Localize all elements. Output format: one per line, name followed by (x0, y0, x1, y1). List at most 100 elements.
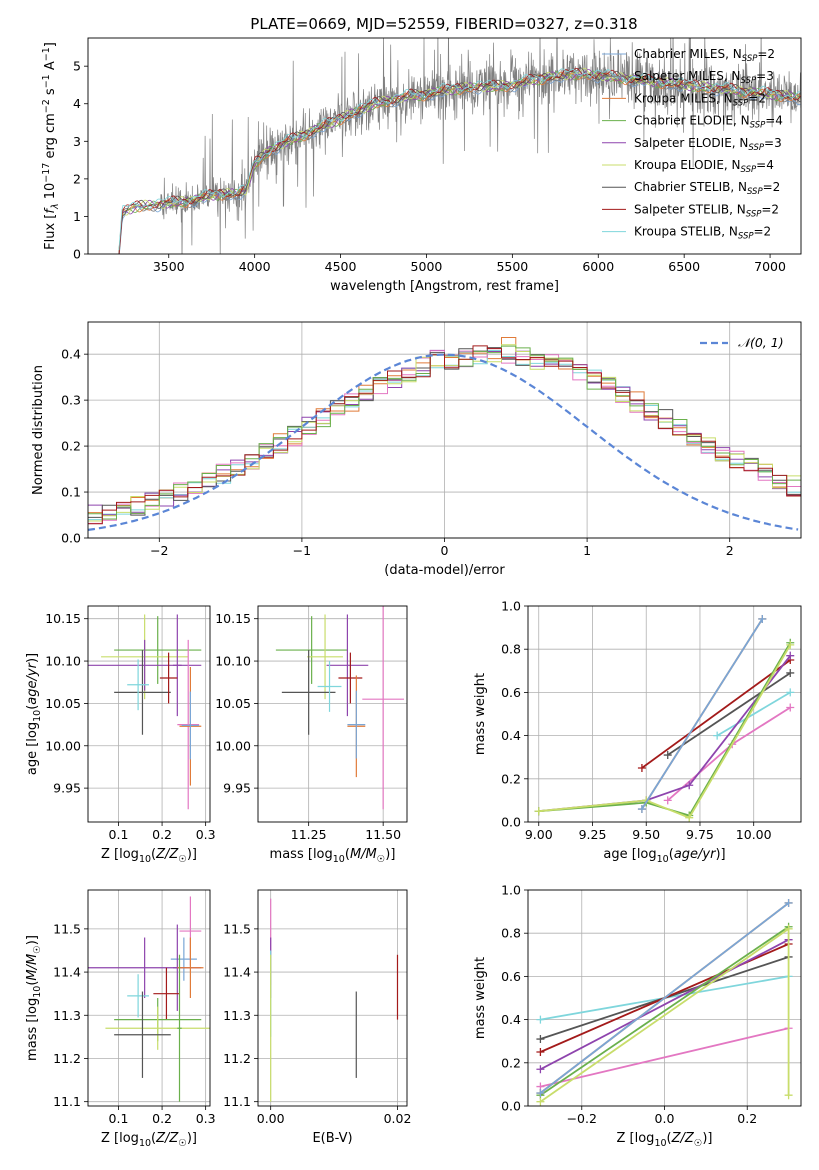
legend-label-suffix: =3 (756, 69, 774, 83)
label-part: ( (345, 847, 350, 862)
x-axis-label: Z [log10(Z/Z☉)] (101, 847, 197, 865)
x-axis-label: wavelength [Angstrom, rest frame] (330, 279, 559, 294)
panel-residuals: −2 −1 0 1 2 0.0 0.1 0.2 0.3 0.4 (data-model)/error… (31, 321, 802, 578)
errorbar-point (317, 661, 342, 712)
x-tick-label: 0.1 (109, 1111, 129, 1126)
weight-series-line (667, 672, 791, 756)
y-tick-label: 10.10 (215, 654, 251, 669)
spectrum-model-line (118, 68, 801, 251)
label-part: )] (25, 653, 40, 663)
label-part: A (43, 61, 58, 74)
label-part: ( (151, 847, 156, 862)
y-tick-label: 0.8 (501, 642, 521, 657)
y-tick-label: 11.5 (223, 921, 251, 936)
y-axis-label: Flux [fλ 10−17 erg cm−2 s−1 A−1] (41, 42, 61, 250)
legend-label: Kroupa ELODIE, NSSP=4 (634, 158, 774, 175)
weight-point-marker (685, 781, 694, 790)
spectrum-model-line (118, 69, 801, 254)
errorbar-point (177, 937, 204, 998)
legend-label-suffix: =2 (754, 225, 772, 239)
label-part: log (25, 722, 40, 742)
legend-label: Chabrier ELODIE, NSSP=4 (634, 114, 783, 131)
weight-point-marker (637, 764, 646, 772)
axes-frame (87, 605, 211, 823)
y-tick-label: 0.2 (501, 771, 521, 786)
label-part: 10 (333, 854, 345, 865)
weight-point-marker (784, 924, 793, 933)
errorbar-point (177, 639, 200, 810)
x-tick-label: 0.2 (152, 827, 172, 842)
legend-label-text: Salpeter MILES, N (634, 69, 741, 83)
y-tick-label: 0.6 (501, 685, 521, 700)
weight-series-line (539, 902, 790, 1094)
x-tick-label: 4000 (239, 259, 271, 274)
label-part: 10 (32, 986, 43, 998)
y-axis-label: mass weight (473, 673, 488, 755)
label-part: λ (50, 203, 61, 210)
label-part: log (119, 847, 139, 862)
x-tick-label: 0.2 (737, 1111, 757, 1126)
x-ticks: 0.1 0.2 0.3 (109, 822, 216, 842)
axes-frame (257, 889, 408, 1107)
label-part: )] (187, 1131, 197, 1146)
y-tick-label: 0.2 (61, 439, 81, 454)
errorbar-point (170, 937, 197, 981)
y-tick-label: 0.4 (61, 347, 81, 362)
errorbar-point (159, 652, 178, 704)
legend-label-suffix: =3 (764, 136, 782, 150)
y-tick-label: 0.1 (61, 485, 81, 500)
y-tick-label: 0.4 (501, 728, 521, 743)
residuals-legend: 𝒩(0, 1) (700, 335, 784, 350)
x-ticks: −0.2 0.0 0.2 (567, 1106, 757, 1126)
legend-label-sub: SSP (742, 54, 758, 64)
label-part: ] (43, 42, 58, 47)
errorbar-point (275, 616, 348, 684)
x-tick-label: 5000 (411, 259, 443, 274)
x-ticks: 3500 4000 4500 5000 5500 6000 6500 7000 (153, 254, 786, 274)
weight-point-marker (536, 1015, 545, 1024)
label-part: wavelength [Angstrom, rest frame] (330, 279, 559, 294)
label-part: ☉ (32, 945, 43, 954)
panel-weight_vs_age: 9.00 9.25 9.50 9.75 10.00 0.0 0.2 0.4 0.6 0.8 1.0 a… (473, 599, 802, 865)
x-axis-label: E(B-V) (312, 1131, 352, 1146)
x-tick-label: 0.02 (384, 1111, 412, 1126)
weight-point-marker (536, 1065, 545, 1074)
label-part: Z/Z (155, 1131, 179, 1146)
x-tick-label: 0 (441, 543, 449, 558)
errorbar-point (362, 606, 405, 810)
legend-label-text: Chabrier STELIB, N (634, 180, 747, 194)
legend-label-suffix: =2 (761, 202, 779, 216)
x-tick-label: 0.3 (196, 827, 216, 842)
y-tick-label: 11.2 (53, 1051, 81, 1066)
weight-point-marker (786, 703, 795, 712)
label-part: ( (25, 981, 40, 986)
x-tick-label: 9.25 (579, 827, 607, 842)
y-tick-label: 4 (73, 96, 81, 111)
label-part: 10 (43, 183, 58, 204)
y-ticks: 9.95 10.00 10.05 10.10 10.15 (215, 611, 258, 796)
weight-series-line (538, 644, 792, 819)
legend-label-sub: SSP (746, 209, 762, 219)
label-part: age/yr (25, 661, 40, 704)
x-tick-label: 6000 (582, 259, 614, 274)
label-part: )] (385, 847, 395, 862)
y-tick-label: 10.05 (45, 696, 81, 711)
errorbar-point (127, 659, 149, 711)
y-tick-label: 1.0 (501, 599, 521, 614)
label-part: ☉ (178, 1138, 187, 1149)
label-part: f (43, 207, 58, 214)
errorbar-point (172, 614, 182, 717)
x-axis-label: Z [log10(Z/Z☉)] (101, 1131, 197, 1149)
label-part: age [ (603, 847, 636, 862)
label-part: ( (667, 1131, 672, 1146)
y-ticks: 0.0 0.2 0.4 0.6 0.8 1.0 (501, 883, 528, 1114)
legend-label: Salpeter MILES, NSSP=3 (634, 69, 774, 86)
plot-area-weight_vs_age (534, 614, 795, 822)
y-tick-label: 0.0 (501, 1099, 521, 1114)
legend-label-suffix: =2 (748, 91, 766, 105)
errorbar-point (114, 991, 171, 1078)
y-tick-label: 10.00 (215, 738, 251, 753)
y-tick-label: 0.3 (61, 393, 81, 408)
spectrum-model-line (118, 71, 801, 252)
